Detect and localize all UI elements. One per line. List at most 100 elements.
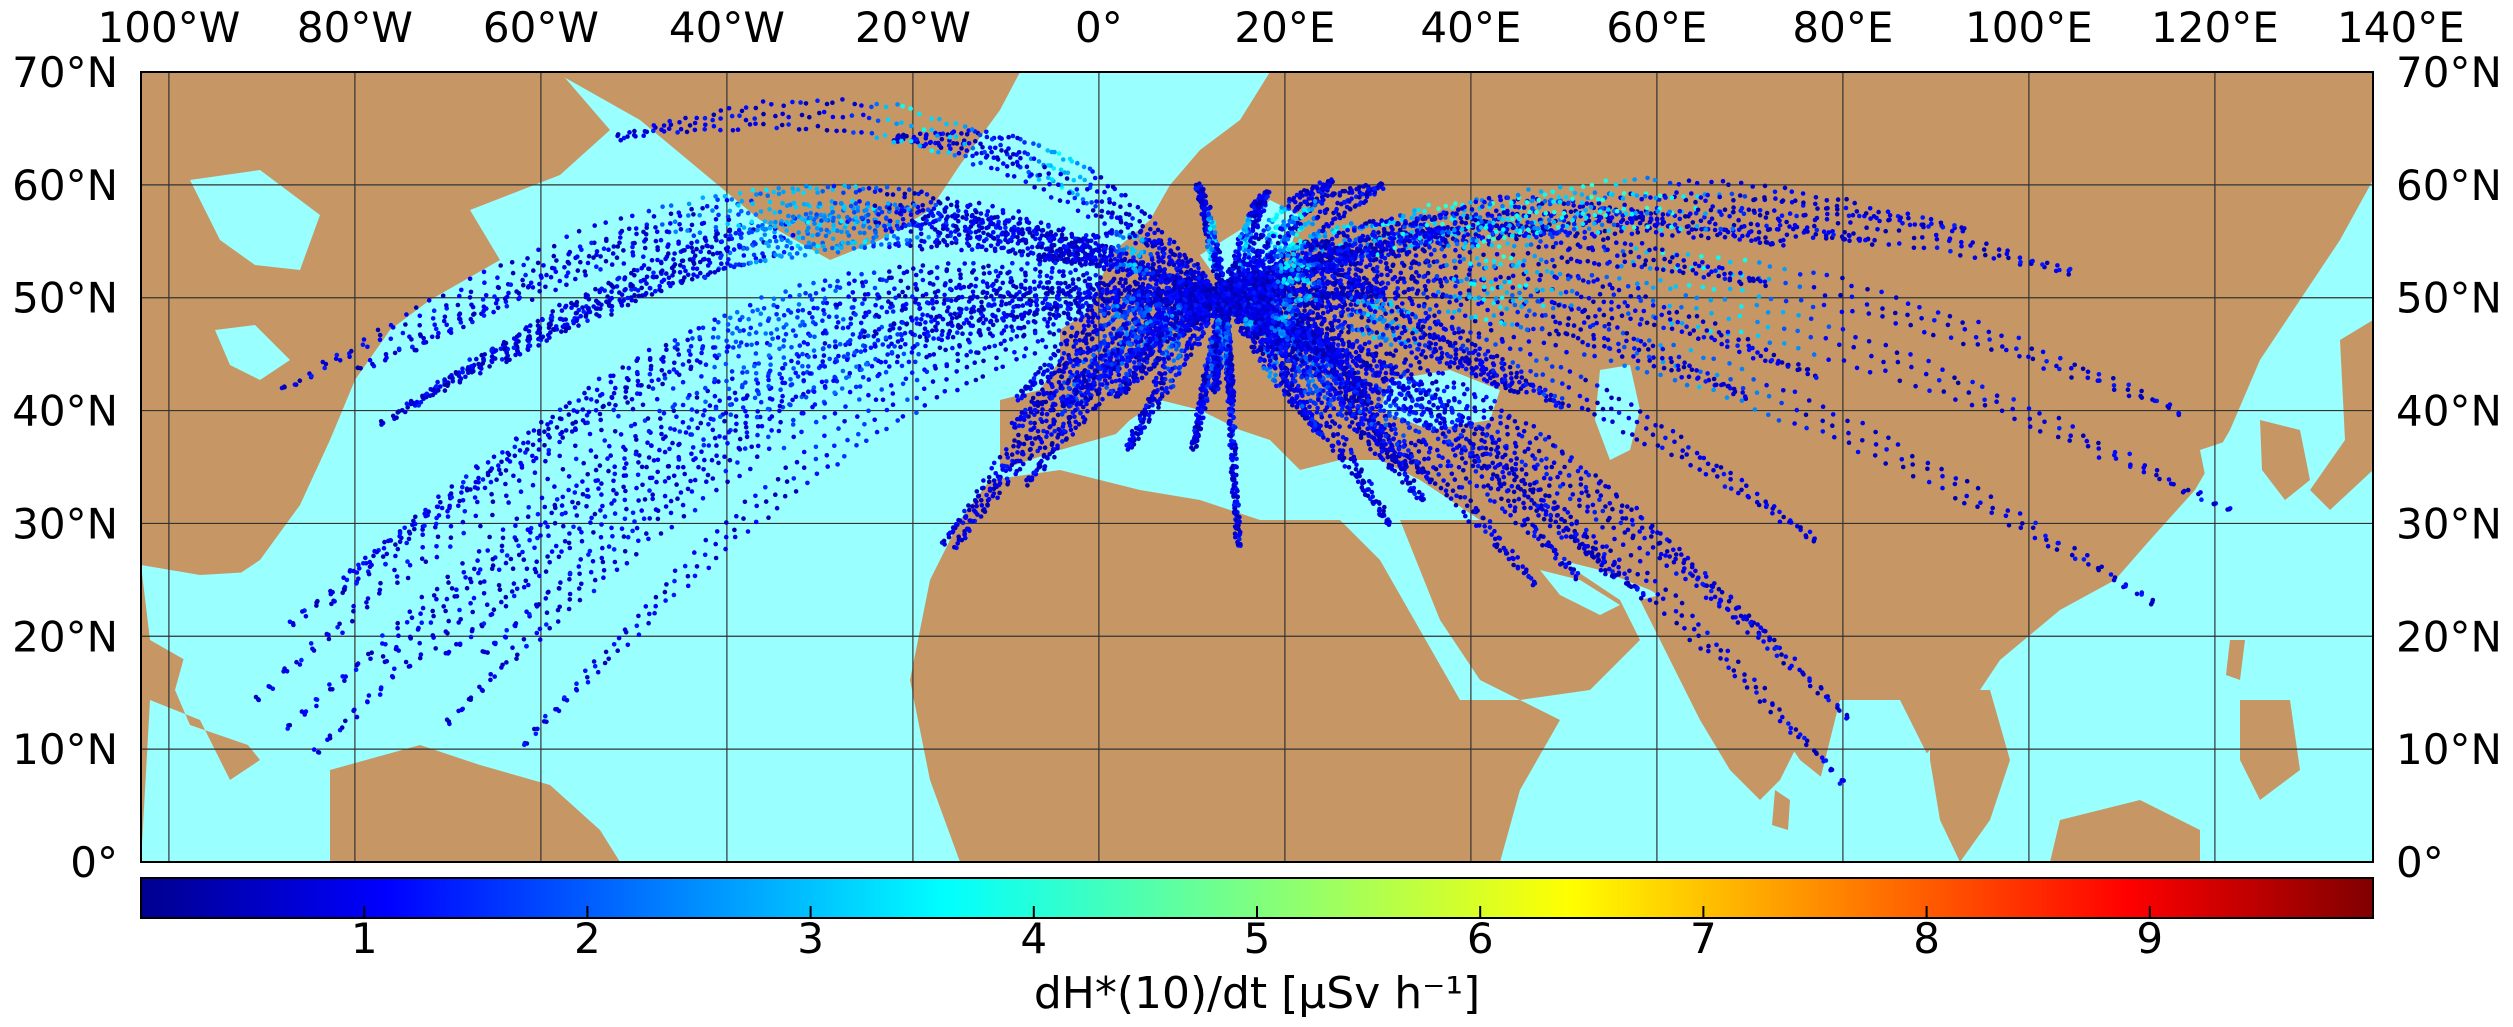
track-point bbox=[789, 382, 795, 387]
track-point bbox=[900, 217, 906, 222]
track-point bbox=[755, 443, 761, 449]
track-point bbox=[1116, 254, 1122, 259]
track-point bbox=[945, 233, 950, 239]
track-point bbox=[884, 184, 890, 190]
track-point bbox=[931, 306, 936, 311]
arabian-peninsula bbox=[1400, 520, 1640, 700]
track-point bbox=[646, 347, 652, 353]
track-point bbox=[773, 252, 778, 258]
track-point bbox=[954, 285, 959, 291]
track-point bbox=[966, 320, 972, 326]
track-point bbox=[1021, 332, 1027, 338]
track-point bbox=[1079, 263, 1084, 268]
track-point bbox=[714, 443, 719, 448]
track-point bbox=[920, 263, 926, 268]
track-point bbox=[612, 464, 617, 470]
track-point bbox=[862, 245, 867, 250]
track-point bbox=[485, 460, 491, 465]
track-point bbox=[1071, 363, 1076, 369]
track-point bbox=[571, 320, 576, 326]
track-point bbox=[1104, 385, 1109, 390]
track-point bbox=[528, 323, 533, 328]
track-point bbox=[1032, 407, 1038, 413]
track-point bbox=[420, 532, 426, 537]
sri-lanka bbox=[1772, 790, 1790, 830]
track-point bbox=[365, 596, 371, 601]
track-point bbox=[687, 257, 693, 262]
track-point bbox=[622, 549, 628, 554]
track-point bbox=[686, 201, 692, 207]
track-point bbox=[1114, 269, 1120, 275]
track-point bbox=[625, 642, 631, 648]
track-point bbox=[793, 394, 799, 400]
track-point bbox=[1009, 324, 1014, 330]
track-point bbox=[937, 314, 943, 319]
track-point bbox=[490, 563, 496, 568]
track-point bbox=[694, 266, 700, 272]
track-point bbox=[469, 369, 475, 375]
track-point bbox=[1128, 259, 1133, 264]
track-point bbox=[630, 406, 636, 412]
track-point bbox=[824, 379, 829, 384]
track-point bbox=[1019, 227, 1025, 232]
track-point bbox=[1038, 280, 1043, 285]
track-point bbox=[688, 366, 693, 372]
track-point bbox=[904, 269, 910, 275]
track-point bbox=[712, 317, 717, 323]
track-point bbox=[734, 309, 740, 315]
track-point bbox=[457, 380, 463, 385]
track-point bbox=[772, 210, 778, 215]
track-point bbox=[884, 278, 889, 284]
track-point bbox=[520, 277, 525, 283]
track-point bbox=[442, 388, 448, 393]
track-point bbox=[543, 520, 548, 525]
track-point bbox=[495, 305, 501, 311]
track-point bbox=[300, 609, 305, 614]
track-point bbox=[670, 280, 675, 286]
track-point bbox=[681, 264, 686, 270]
track-point bbox=[622, 516, 628, 522]
track-point bbox=[913, 359, 918, 365]
track-point bbox=[1047, 236, 1052, 241]
track-point bbox=[544, 610, 550, 615]
track-point bbox=[531, 458, 536, 464]
track-point bbox=[480, 297, 486, 302]
track-point bbox=[461, 480, 466, 485]
track-point bbox=[1065, 311, 1071, 316]
track-point bbox=[482, 485, 488, 491]
track-point bbox=[645, 440, 650, 446]
track-point bbox=[979, 498, 984, 503]
track-point bbox=[566, 487, 571, 493]
track-point bbox=[650, 274, 656, 280]
great-lakes bbox=[215, 325, 290, 380]
track-point bbox=[781, 189, 786, 195]
track-point bbox=[922, 331, 927, 337]
track-point bbox=[996, 221, 1001, 227]
track-point bbox=[989, 466, 994, 471]
track-point bbox=[1039, 228, 1045, 233]
track-point bbox=[1023, 278, 1028, 284]
track-point bbox=[477, 684, 482, 690]
track-point bbox=[458, 376, 464, 381]
track-point bbox=[914, 395, 919, 401]
track-point bbox=[753, 330, 759, 335]
track-point bbox=[528, 280, 534, 286]
track-point bbox=[1114, 294, 1119, 299]
track-point bbox=[968, 349, 973, 354]
track-point bbox=[384, 551, 390, 557]
track-point bbox=[1114, 312, 1120, 318]
track-point bbox=[812, 334, 817, 340]
track-point bbox=[958, 285, 964, 291]
track-point bbox=[675, 342, 680, 347]
track-point bbox=[795, 308, 801, 314]
track-point bbox=[985, 232, 991, 237]
track-point bbox=[535, 260, 541, 266]
track-point bbox=[1076, 287, 1082, 292]
track-point bbox=[794, 251, 800, 256]
track-point bbox=[593, 408, 599, 413]
track-point bbox=[1029, 244, 1035, 250]
track-point bbox=[765, 406, 771, 412]
track-point bbox=[553, 287, 558, 293]
track-point bbox=[733, 414, 739, 419]
track-point bbox=[599, 492, 604, 497]
